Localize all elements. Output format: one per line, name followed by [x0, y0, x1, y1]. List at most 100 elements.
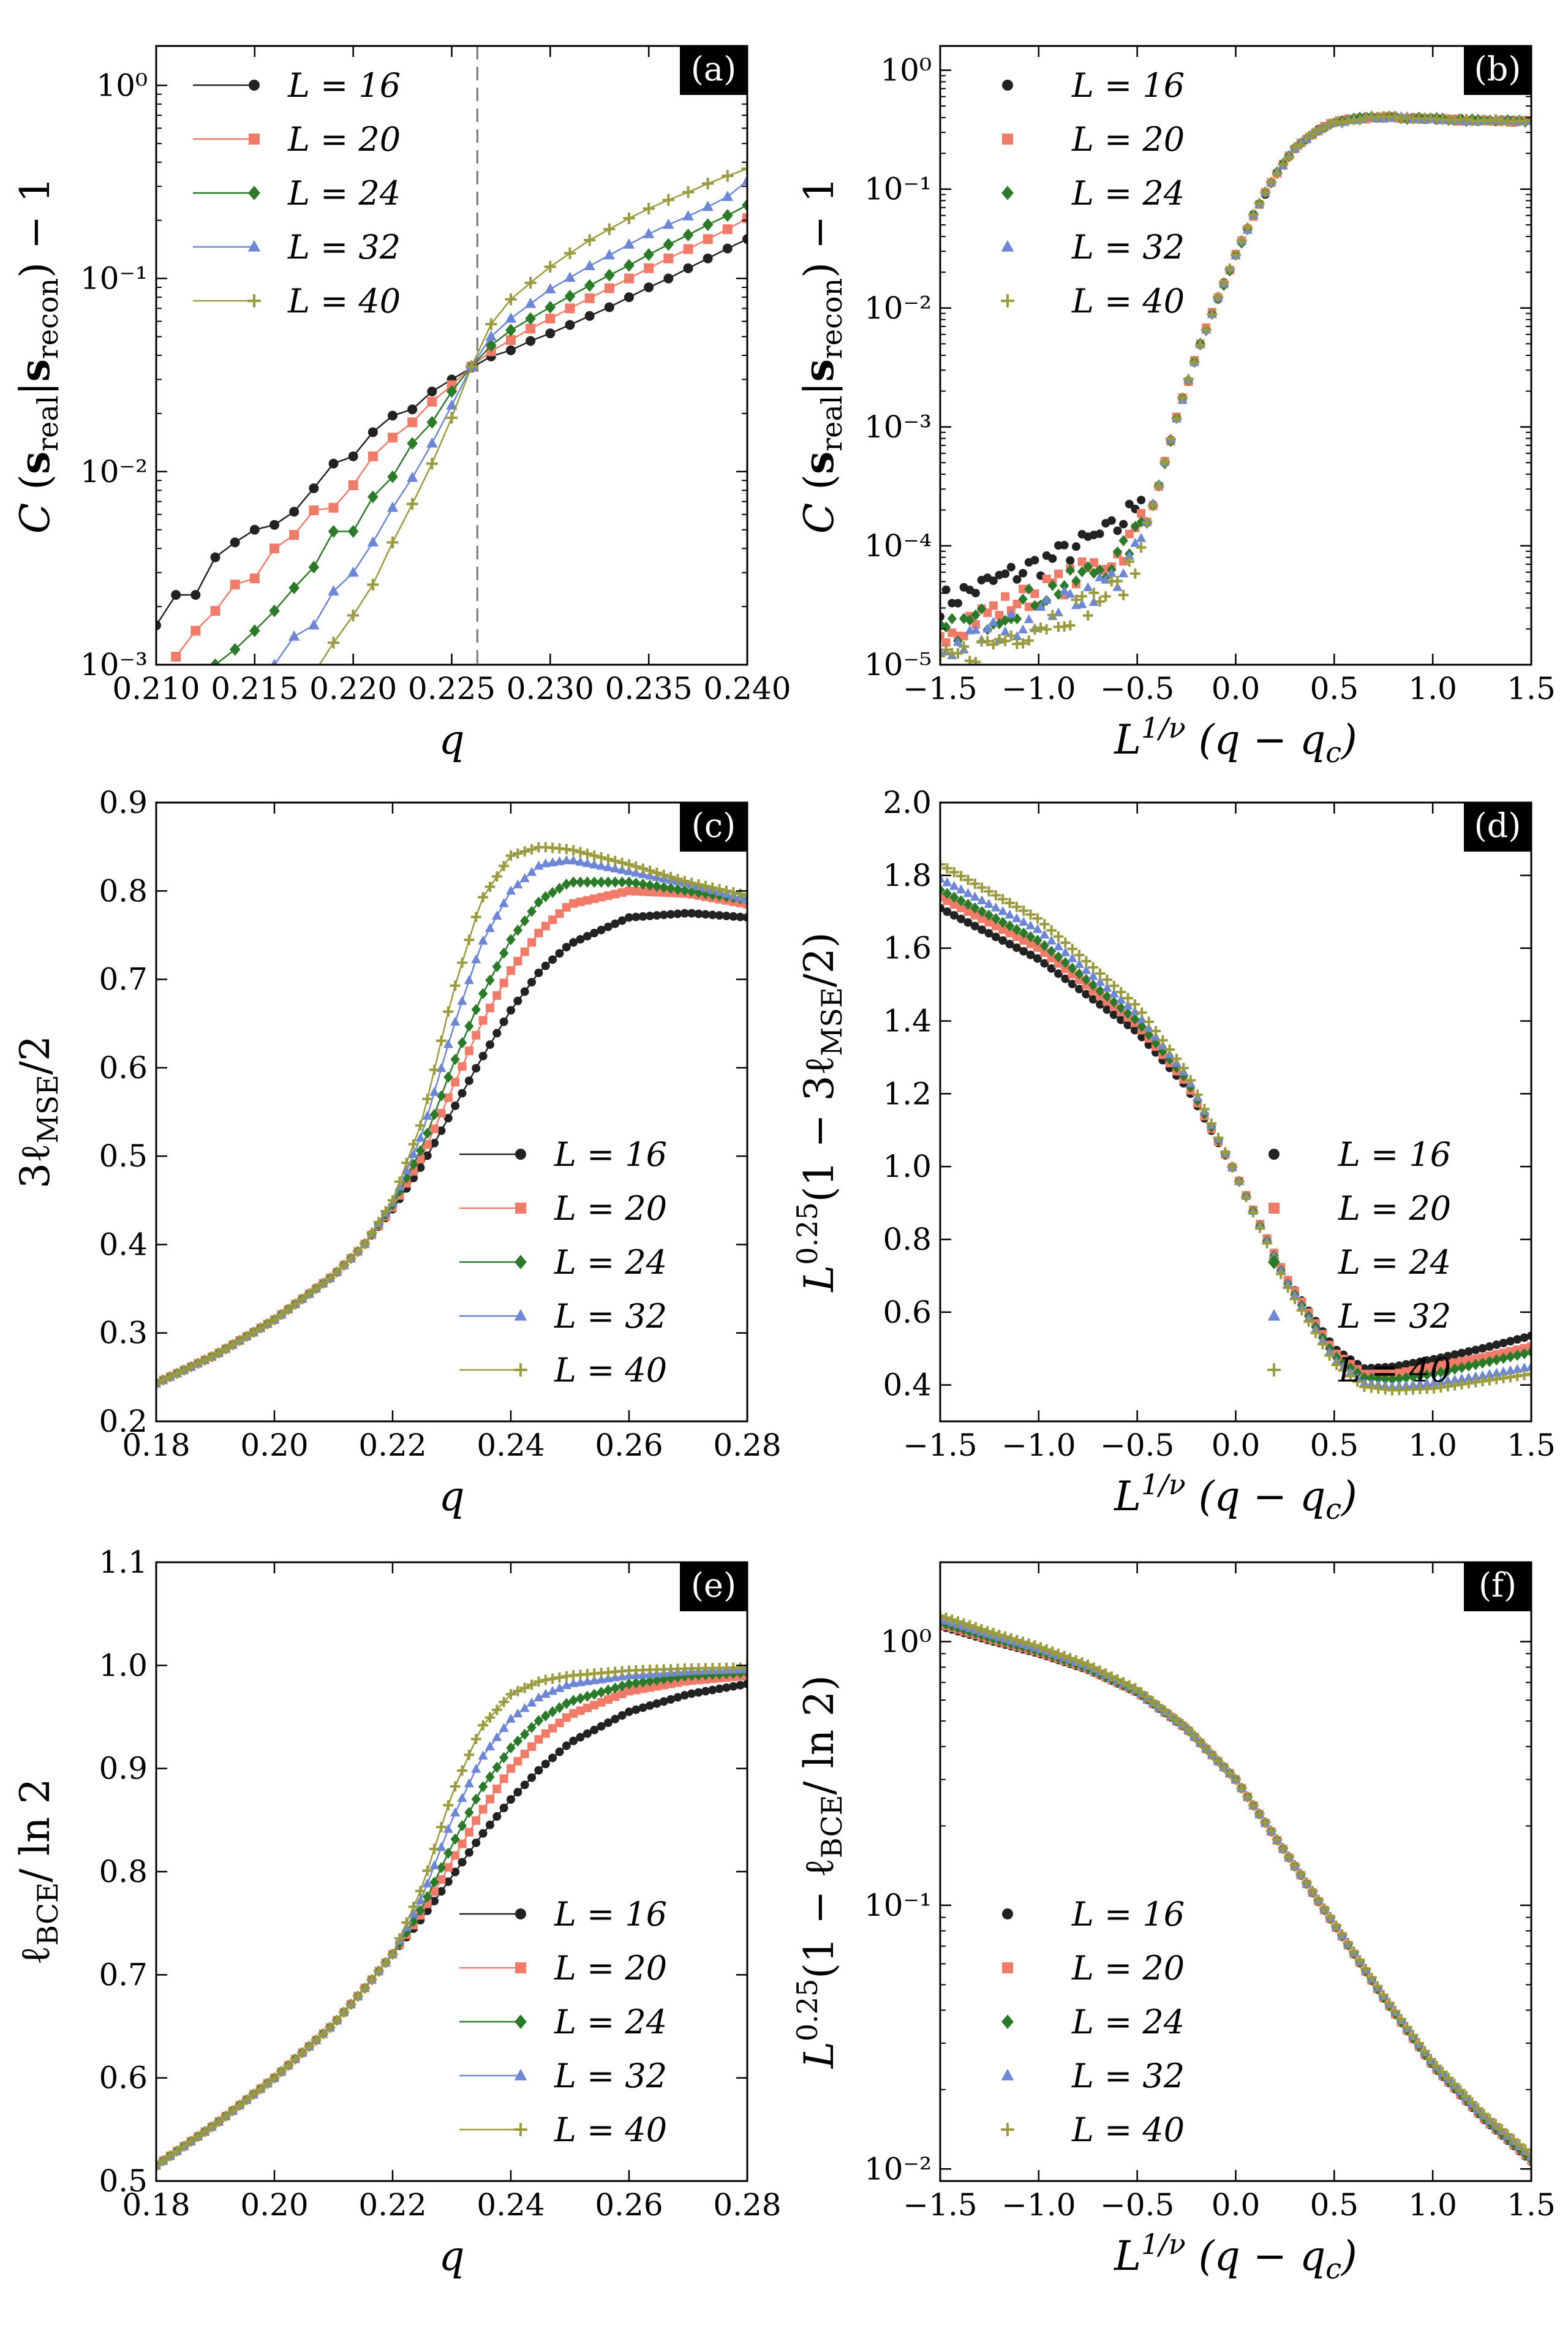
point-L40-f — [1272, 1834, 1283, 1845]
point-L16-c — [423, 1151, 432, 1160]
point-L32-c — [429, 1086, 440, 1096]
point-L40-e — [464, 1749, 475, 1760]
point-L40-b — [1200, 324, 1212, 335]
point-L20-e — [464, 1828, 473, 1837]
point-L40-d — [1095, 968, 1106, 979]
point-L20-c — [416, 1155, 425, 1164]
x-tick-label: 1.5 — [1507, 671, 1556, 706]
point-L16-e — [729, 1682, 738, 1691]
point-L24-a — [525, 312, 536, 325]
point-L40-d — [1324, 1350, 1335, 1361]
point-L16-d — [1109, 1010, 1118, 1019]
point-L16-e — [680, 1691, 689, 1700]
point-L40-d — [1081, 956, 1091, 967]
point-L40-c — [512, 848, 523, 859]
legend-marker-L16 — [249, 80, 260, 91]
point-L32-d — [1498, 1366, 1509, 1376]
point-L32-e — [582, 1676, 592, 1685]
point-L20-e — [576, 1706, 585, 1715]
legend-marker-L16 — [515, 1908, 526, 1919]
point-L16-e — [472, 1838, 481, 1847]
point-L40-b — [1231, 249, 1241, 260]
x-tick-label: 0.20 — [240, 2187, 308, 2223]
point-L16-e — [687, 1689, 696, 1698]
point-L40-e — [262, 2078, 273, 2089]
point-L32-a — [505, 312, 517, 323]
point-L32-e — [527, 1697, 537, 1707]
point-L24-e — [471, 1793, 481, 1805]
point-L40-c — [401, 1157, 412, 1168]
point-L20-d — [1068, 970, 1077, 979]
series-line-L24-a — [214, 204, 747, 665]
legend-label-L40: L = 40 — [554, 2111, 667, 2149]
point-L40-e — [742, 1662, 747, 1673]
legend-label-L20: L = 20 — [287, 120, 401, 159]
point-L16-a — [526, 336, 536, 346]
point-L16-d — [1005, 940, 1014, 949]
panel-d: −1.5 −1.0 −0.5 0.0 0.5 1.0 1.5 0.4 0.6 0.8 1.0 1.2 1… — [791, 785, 1556, 1525]
x-tick-label: 1.5 — [1507, 1427, 1556, 1463]
point-L40-d — [1150, 1026, 1161, 1037]
point-L20-d — [1430, 1362, 1439, 1371]
point-L20-e — [625, 1687, 633, 1696]
point-L16-d — [1409, 1358, 1417, 1367]
point-L40-e — [443, 1800, 454, 1810]
point-L40-b — [1325, 118, 1336, 129]
point-L40-d — [956, 871, 967, 882]
point-L40-b — [1254, 198, 1265, 209]
x-tick-label: −1.5 — [903, 671, 977, 706]
point-L24-c — [409, 1159, 418, 1170]
point-L16-e — [520, 1780, 529, 1790]
point-L32-e — [471, 1763, 481, 1773]
point-L16-c — [617, 916, 627, 925]
point-L24-e — [492, 1761, 502, 1773]
point-L40-b — [1171, 413, 1182, 424]
x-tick-label: 0.230 — [507, 671, 594, 706]
point-L24-c — [429, 1109, 439, 1121]
point-L16-d — [1082, 989, 1091, 999]
point-L16-e — [582, 1729, 592, 1738]
y-tick-label: 0.5 — [99, 1138, 148, 1174]
point-L24-b — [1024, 583, 1034, 595]
point-L40-f — [1159, 1705, 1170, 1716]
point-L24-b — [1083, 561, 1093, 573]
point-L40-b — [1077, 591, 1087, 602]
x-tick-label: 0.24 — [477, 1427, 545, 1463]
point-L32-d — [1519, 1363, 1529, 1372]
point-L16-e — [513, 1788, 522, 1797]
legend-b: L = 16 L = 20 L = 24 L = 32 L = 40 — [1001, 66, 1185, 320]
point-L40-d — [1352, 1376, 1363, 1387]
point-L40-e — [478, 1720, 488, 1731]
point-L16-d — [1436, 1353, 1446, 1363]
legend-label-L24: L = 24 — [554, 2003, 667, 2041]
point-L40-b — [1218, 277, 1229, 288]
point-L24-d — [1477, 1357, 1488, 1369]
point-L40-e — [269, 2073, 280, 2084]
point-L40-e — [422, 1866, 433, 1876]
point-L32-c — [471, 954, 481, 964]
point-L40-c — [707, 882, 718, 893]
point-L16-e — [603, 1718, 612, 1727]
point-L40-b — [1124, 556, 1135, 567]
y-tick-label: 10⁰ — [880, 53, 932, 88]
point-L24-b — [1130, 521, 1140, 532]
point-L40-d — [1283, 1282, 1294, 1293]
x-tick-label: 0.18 — [122, 1427, 190, 1463]
point-L40-d — [1526, 1369, 1531, 1380]
y-axis-label-f: L0.25(1 − ℓBCE/ ln 2) — [791, 1675, 848, 2069]
legend-marker-L24 — [514, 1255, 527, 1269]
point-L40-d — [1296, 1305, 1307, 1316]
point-L24-e — [596, 1687, 606, 1698]
point-L20-c — [499, 978, 508, 988]
point-L32-c — [527, 866, 537, 876]
point-L40-b — [1112, 576, 1123, 586]
point-L32-c — [631, 868, 641, 877]
legend-marker-L16 — [515, 1149, 526, 1160]
point-L40-f — [1278, 1843, 1289, 1853]
point-L40-b — [1278, 159, 1289, 170]
point-L40-b — [1207, 309, 1218, 320]
point-L24-c — [423, 1127, 432, 1139]
point-L32-c — [409, 1149, 419, 1159]
x-tick-label: 0.235 — [605, 671, 693, 706]
legend-label-L40: L = 40 — [1071, 282, 1185, 320]
